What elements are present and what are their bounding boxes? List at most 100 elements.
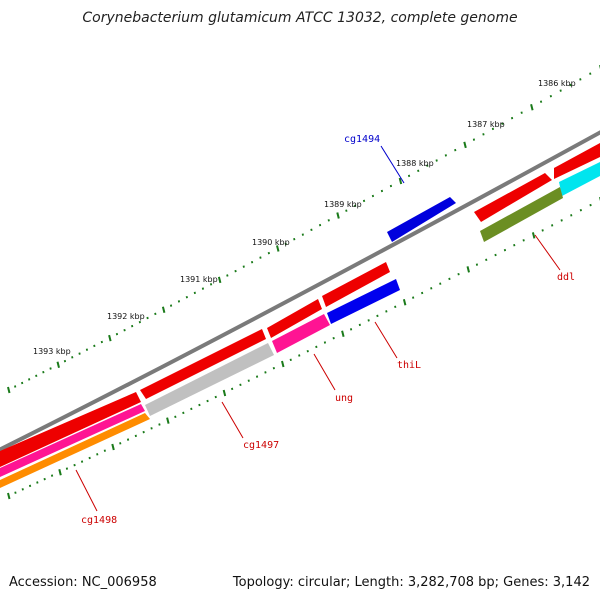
ruler-minor-tick <box>250 260 254 264</box>
ruler-minor-tick <box>272 366 275 370</box>
gene-label-thiL[interactable]: thiL <box>397 360 421 371</box>
ruler-minor-tick <box>190 407 193 411</box>
ruler-major-tick <box>531 232 536 239</box>
ruler-minor-tick <box>96 453 99 456</box>
ruler-minor-tick <box>88 456 91 460</box>
gene-cg1498-bar[interactable] <box>0 413 150 488</box>
ruler-minor-tick <box>28 484 32 488</box>
ruler-minor-tick <box>475 263 479 266</box>
ruler-minor-tick <box>430 287 433 290</box>
feature-red-mid-1[interactable] <box>322 262 390 307</box>
ruler-minor-tick <box>289 358 292 362</box>
feature-pink-left[interactable] <box>0 404 145 477</box>
ruler-minor-tick <box>209 283 213 286</box>
ruler-major-tick <box>56 361 60 369</box>
ruler-minor-tick <box>119 442 122 445</box>
map-title: Corynebacterium glutamicum ATCC 13032, c… <box>82 10 517 26</box>
ruler-minor-tick <box>417 169 420 173</box>
ruler-minor-tick <box>570 214 573 217</box>
gene-thiL-bar[interactable] <box>327 279 400 324</box>
ruler-minor-tick <box>193 291 196 295</box>
ruler-minor-tick <box>503 248 507 252</box>
gene-label-ddl[interactable]: ddl <box>557 272 575 283</box>
ruler-major-tick <box>341 330 345 338</box>
leader-thiL <box>374 321 398 359</box>
feature-red-upper[interactable] <box>474 173 552 222</box>
ruler-minor-tick <box>231 387 234 391</box>
ruler-minor-tick <box>201 287 205 290</box>
ruler-minor-tick <box>21 488 24 491</box>
ruler-minor-tick <box>327 219 330 222</box>
ruler-minor-tick <box>131 324 134 328</box>
ruler-major-tick <box>336 212 340 219</box>
ruler-minor-tick <box>21 381 24 385</box>
ruler-minor-tick <box>513 243 516 247</box>
ruler-major-tick <box>402 298 407 306</box>
ruler-minor-tick <box>551 224 554 227</box>
gene-label-cg1498[interactable]: cg1498 <box>81 515 117 526</box>
ruler-minor-tick <box>177 300 181 303</box>
ruler-minor-tick <box>103 449 106 452</box>
ruler-major-tick <box>222 389 227 397</box>
ruler-minor-tick <box>49 367 52 370</box>
ruler-minor-tick <box>522 239 525 242</box>
ruler-minor-tick <box>35 374 38 378</box>
ruler-major-tick <box>398 177 403 185</box>
ruler-minor-tick <box>42 370 45 374</box>
ruler-minor-tick <box>435 159 438 162</box>
ruler-minor-tick <box>138 320 141 324</box>
kbp-label: 1390 kbp <box>252 238 290 247</box>
feature-red-left[interactable] <box>0 392 141 467</box>
ruler-minor-tick <box>569 83 572 87</box>
ruler-minor-tick <box>448 277 451 281</box>
ruler-major-tick <box>7 492 11 500</box>
ruler-minor-tick <box>198 403 201 407</box>
feature-cyan[interactable] <box>559 162 600 196</box>
ruler-minor-tick <box>494 253 497 257</box>
ruler-minor-tick <box>100 340 103 344</box>
ruler-minor-tick <box>293 237 296 241</box>
ruler-minor-tick <box>426 164 429 167</box>
ruler-minor-tick <box>549 94 552 98</box>
ruler-major-tick <box>530 103 534 111</box>
outer-ruler <box>7 65 600 394</box>
leader-cg1494 <box>380 145 405 184</box>
ruler-major-tick <box>276 245 280 252</box>
ruler-minor-tick <box>385 310 388 313</box>
ruler-minor-tick <box>358 323 361 327</box>
gene-label-cg1494[interactable]: cg1494 <box>344 134 380 145</box>
ruler-minor-tick <box>43 477 46 481</box>
ruler-minor-tick <box>206 399 209 403</box>
ruler-minor-tick <box>376 314 379 318</box>
ruler-major-tick <box>466 266 470 273</box>
ruler-minor-tick <box>371 194 375 198</box>
ruler-minor-tick <box>126 438 130 441</box>
ruler-minor-tick <box>306 349 309 353</box>
gene-ung-bar[interactable] <box>272 314 330 353</box>
gene-label-ung[interactable]: ung <box>335 393 353 404</box>
inner-ruler <box>7 197 600 500</box>
feature-red-mid-2[interactable] <box>267 299 322 338</box>
ruler-minor-tick <box>354 204 357 208</box>
ruler-minor-tick <box>394 305 397 309</box>
ruler-minor-tick <box>589 203 592 207</box>
ruler-minor-tick <box>510 116 514 120</box>
gene-ddl-bar[interactable] <box>480 187 563 242</box>
ruler-minor-tick <box>242 265 245 268</box>
ruler-minor-tick <box>421 291 424 295</box>
feature-red-mid-3[interactable] <box>140 329 266 399</box>
ruler-minor-tick <box>14 491 17 494</box>
ruler-minor-tick <box>36 481 39 484</box>
ruler-minor-tick <box>264 371 267 374</box>
ruler-major-tick <box>463 141 467 149</box>
ruler-minor-tick <box>380 189 384 193</box>
gene-cg1497-bar[interactable] <box>145 343 274 416</box>
gene-label-cg1497[interactable]: cg1497 <box>243 440 279 451</box>
ruler-minor-tick <box>93 344 96 348</box>
feature-red-ddl-region[interactable] <box>554 143 600 179</box>
ruler-major-tick <box>217 276 222 284</box>
gene-cg1494-bar[interactable] <box>387 197 456 242</box>
kbp-label: 1393 kbp <box>33 347 71 356</box>
ruler-minor-tick <box>541 229 544 232</box>
ruler-minor-tick <box>185 295 188 299</box>
